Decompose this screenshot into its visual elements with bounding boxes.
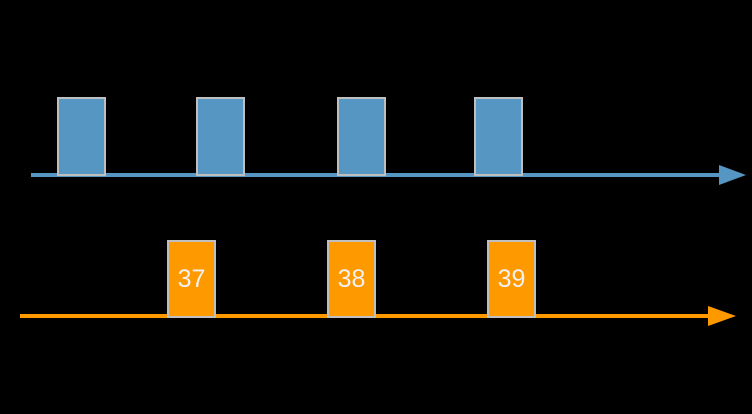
pulse-label: 39: [497, 264, 526, 293]
top-pulse-1: [57, 97, 106, 176]
pulse-label: 38: [337, 264, 366, 293]
top-pulse-4: [474, 97, 523, 176]
bottom-arrow-right-icon: [708, 306, 736, 326]
top-pulse-3: [337, 97, 386, 176]
bottom-pulse-1: 37: [167, 240, 216, 318]
pulse-label: 37: [177, 264, 206, 293]
top-pulse-2: [196, 97, 245, 176]
top-arrow-right-icon: [719, 165, 746, 185]
bottom-pulse-2: 38: [327, 240, 376, 318]
bottom-pulse-3: 39: [487, 240, 536, 318]
